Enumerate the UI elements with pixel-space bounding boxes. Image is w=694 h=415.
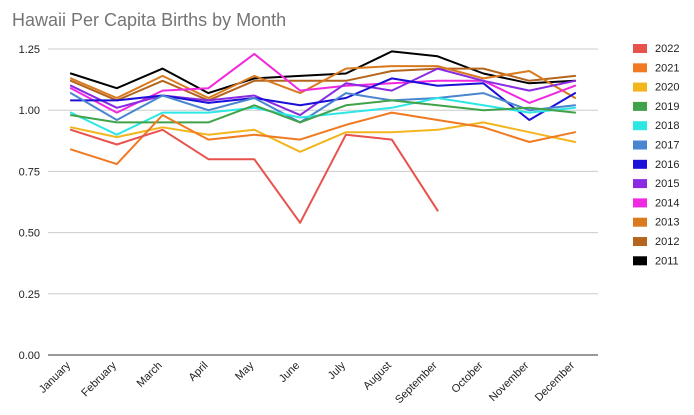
x-tick-label: September bbox=[393, 359, 440, 406]
legend-swatch bbox=[633, 82, 647, 92]
x-tick-label: April bbox=[186, 360, 210, 384]
legend-item-2018: 2018 bbox=[633, 120, 679, 132]
y-tick-label: 1.00 bbox=[19, 105, 40, 117]
series-line-2018 bbox=[69, 97, 577, 136]
x-axis-tick-labels: January February March April May June July Augu… bbox=[37, 359, 578, 406]
legend: 2022 2021 2020 2019 2018 2017 2016 2015 2014 2013… bbox=[633, 43, 679, 267]
legend-swatch bbox=[633, 237, 647, 246]
legend-swatch bbox=[633, 179, 647, 189]
legend-swatch bbox=[633, 44, 647, 53]
legend-swatch bbox=[633, 198, 647, 208]
x-tick-label: February bbox=[79, 359, 119, 399]
legend-label: 2011 bbox=[655, 255, 679, 267]
legend-label: 2019 bbox=[655, 101, 679, 113]
legend-label: 2020 bbox=[655, 82, 679, 94]
legend-label: 2014 bbox=[655, 197, 679, 209]
legend-item-2020: 2020 bbox=[633, 82, 679, 94]
chart-title: Hawaii Per Capita Births by Month bbox=[12, 10, 286, 30]
x-tick-label: November bbox=[487, 359, 532, 404]
x-tick-label: July bbox=[326, 359, 349, 382]
legend-item-2011: 2011 bbox=[633, 255, 679, 267]
legend-label: 2015 bbox=[655, 178, 679, 190]
legend-item-2016: 2016 bbox=[633, 159, 679, 171]
x-tick-label: May bbox=[233, 359, 257, 383]
legend-swatch bbox=[633, 256, 647, 266]
legend-item-2014: 2014 bbox=[633, 197, 679, 209]
legend-label: 2012 bbox=[655, 236, 679, 248]
y-tick-label: 0.75 bbox=[19, 166, 40, 178]
y-tick-label: 0.50 bbox=[19, 228, 40, 240]
series-line-2022 bbox=[69, 128, 439, 224]
legend-item-2021: 2021 bbox=[633, 62, 679, 74]
x-tick-label: August bbox=[361, 360, 394, 393]
legend-swatch bbox=[633, 217, 647, 227]
x-tick-label: December bbox=[533, 359, 578, 404]
legend-item-2015: 2015 bbox=[633, 178, 679, 190]
series-line-2017 bbox=[69, 92, 577, 124]
series-line-2011 bbox=[69, 50, 577, 95]
legend-swatch bbox=[633, 101, 647, 111]
series-lines bbox=[69, 50, 577, 224]
series-line-2014 bbox=[69, 52, 577, 114]
legend-swatch bbox=[633, 140, 647, 150]
legend-label: 2018 bbox=[655, 120, 679, 132]
series-line-2013 bbox=[69, 65, 577, 99]
y-tick-label: 1.25 bbox=[19, 44, 40, 56]
legend-item-2017: 2017 bbox=[633, 140, 679, 152]
y-tick-label: 0.25 bbox=[19, 289, 40, 301]
y-tick-label: 0.00 bbox=[19, 350, 40, 362]
legend-item-2012: 2012 bbox=[633, 236, 679, 248]
legend-label: 2017 bbox=[655, 140, 679, 152]
legend-label: 2013 bbox=[655, 217, 679, 229]
legend-item-2013: 2013 bbox=[633, 217, 679, 229]
x-tick-label: October bbox=[449, 359, 485, 395]
legend-label: 2022 bbox=[655, 43, 679, 55]
legend-item-2022: 2022 bbox=[633, 43, 679, 55]
series-line-2016 bbox=[69, 77, 577, 121]
series-line-2015 bbox=[69, 67, 577, 117]
legend-item-2019: 2019 bbox=[633, 101, 679, 113]
legend-swatch bbox=[633, 159, 647, 169]
legend-swatch bbox=[633, 63, 647, 73]
series-line-2021 bbox=[69, 111, 577, 166]
x-tick-label: June bbox=[277, 360, 302, 385]
legend-label: 2016 bbox=[655, 159, 679, 171]
x-tick-label: March bbox=[135, 360, 165, 390]
legend-label: 2021 bbox=[655, 62, 679, 74]
legend-swatch bbox=[633, 121, 647, 131]
x-tick-label: January bbox=[37, 359, 74, 396]
gridlines bbox=[48, 48, 598, 356]
series-line-2020 bbox=[69, 121, 577, 153]
y-axis-tick-labels: 0.00 0.25 0.50 0.75 1.00 1.25 bbox=[19, 44, 40, 362]
